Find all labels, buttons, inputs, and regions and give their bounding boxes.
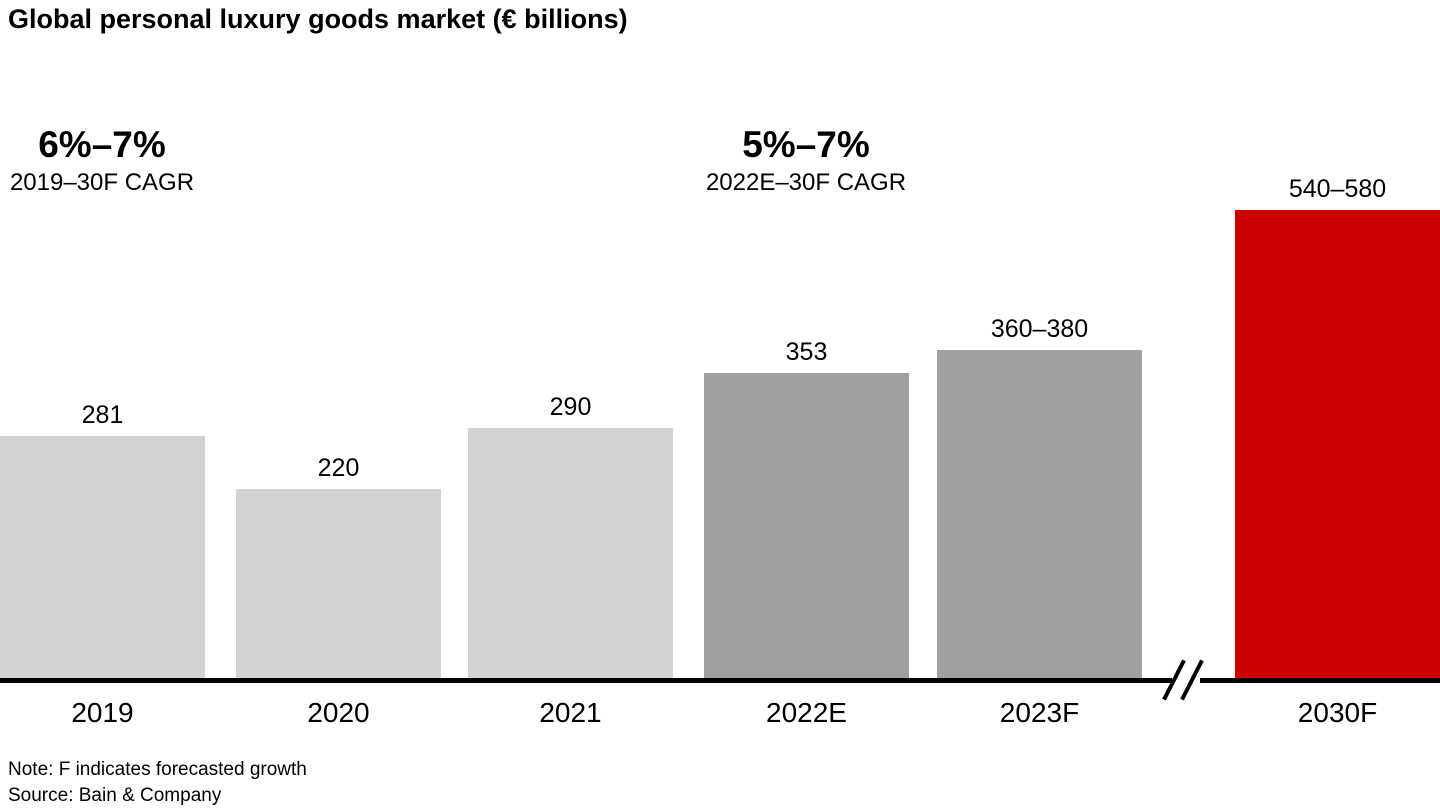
x-axis-label-2022e: 2022E bbox=[766, 697, 847, 728]
bar-value-label-2021: 290 bbox=[549, 393, 592, 421]
cagr-annotation-2019-30f: 6%–7% 2019–30F CAGR bbox=[0, 122, 222, 198]
bar-value-label-2019: 281 bbox=[81, 401, 124, 429]
bar-value-label-2020: 220 bbox=[317, 454, 360, 482]
cagr-value-left: 6%–7% bbox=[38, 124, 166, 165]
x-axis-line bbox=[0, 678, 1440, 683]
x-axis-label-2021: 2021 bbox=[539, 697, 602, 728]
cagr-period-mid: 2022E–30F CAGR bbox=[705, 169, 907, 196]
bar-2020 bbox=[236, 489, 441, 681]
bar-value-label-2030f: 540–580 bbox=[1288, 175, 1387, 203]
axis-break-gap bbox=[1172, 675, 1200, 686]
cagr-value-mid: 5%–7% bbox=[742, 124, 870, 165]
cagr-period-left: 2019–30F CAGR bbox=[9, 169, 195, 196]
bar-2019 bbox=[0, 436, 205, 681]
bar-value-label-2023f: 360–380 bbox=[990, 315, 1089, 343]
cagr-annotation-2022e-30f: 5%–7% 2022E–30F CAGR bbox=[686, 122, 926, 198]
bar-2022e bbox=[704, 373, 909, 681]
x-axis-label-2023f: 2023F bbox=[999, 697, 1080, 728]
x-axis-label-2019: 2019 bbox=[71, 697, 134, 728]
bar-2023f bbox=[937, 350, 1142, 681]
bar-2030f bbox=[1235, 210, 1440, 681]
chart-title: Global personal luxury goods market (€ b… bbox=[8, 4, 628, 34]
bar-2021 bbox=[468, 428, 673, 681]
footer-notes: Note: F indicates forecasted growth Sour… bbox=[8, 757, 307, 809]
x-axis-label-2030f: 2030F bbox=[1297, 697, 1378, 728]
source-text: Source: Bain & Company bbox=[8, 785, 222, 806]
bar-value-label-2022e: 353 bbox=[785, 338, 828, 366]
x-axis-label-2020: 2020 bbox=[307, 697, 370, 728]
note-text: Note: F indicates forecasted growth bbox=[8, 759, 307, 780]
